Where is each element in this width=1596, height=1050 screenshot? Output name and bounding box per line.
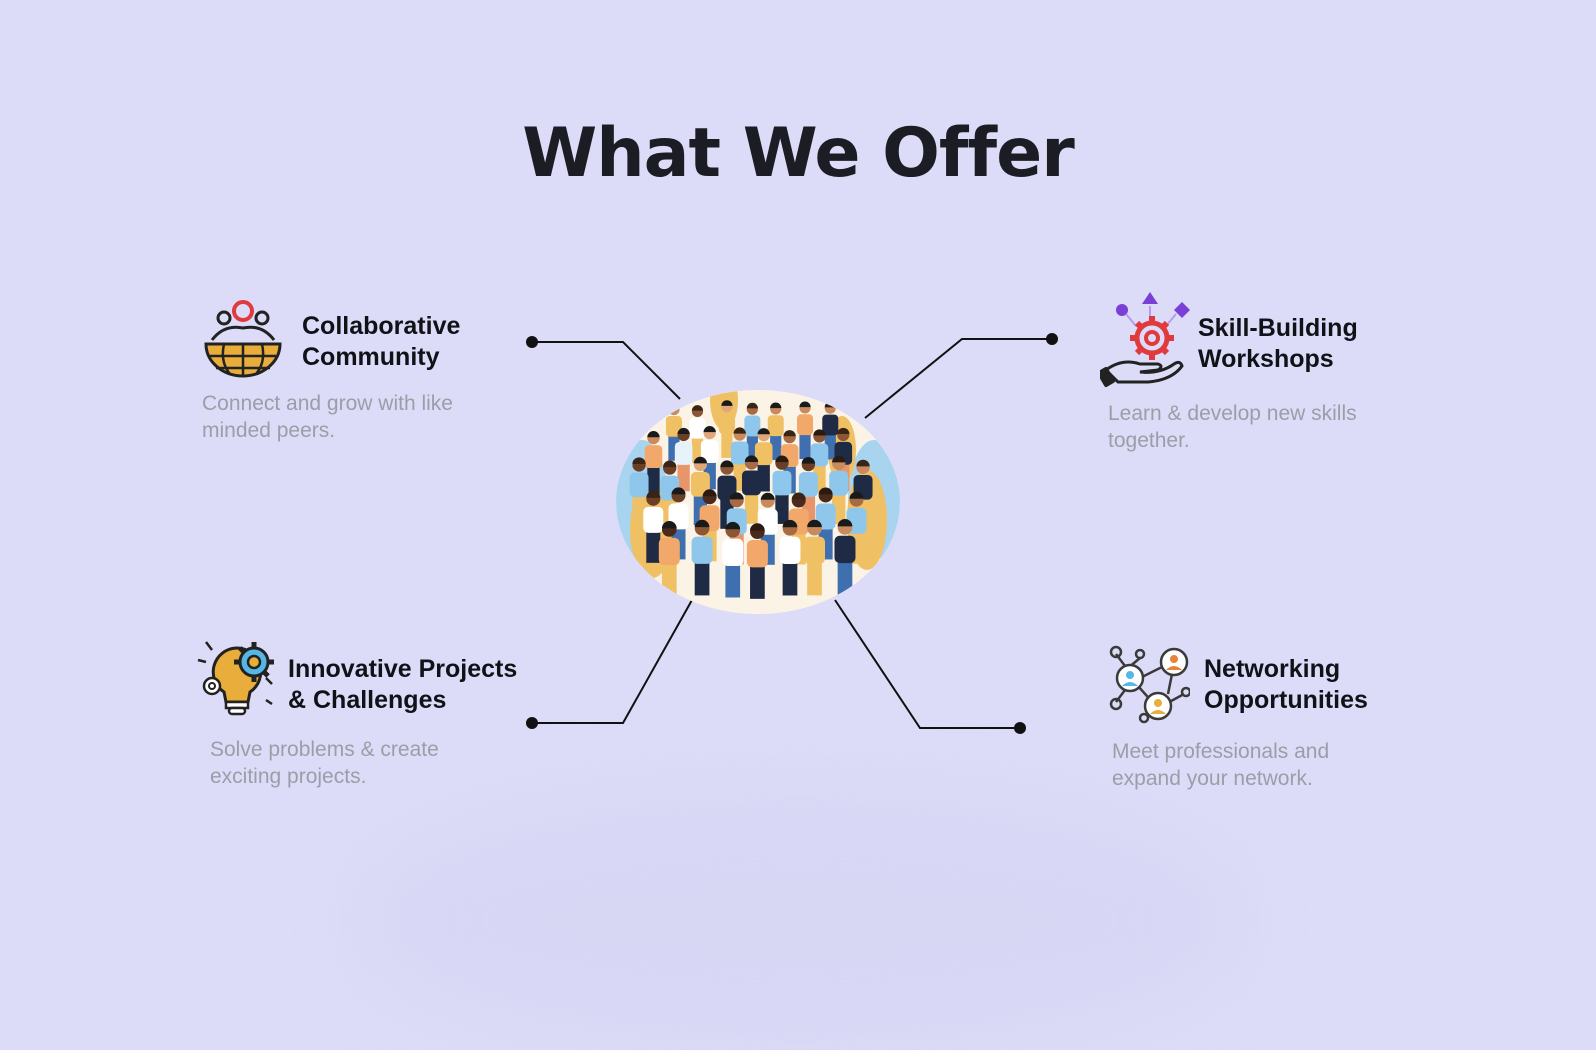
- crowd-person: [689, 405, 706, 463]
- crowd-person: [744, 402, 761, 461]
- crowd-person: [798, 456, 818, 526]
- crowd-person: [700, 426, 719, 490]
- crowd-illustration: [616, 390, 900, 614]
- crowd-person: [829, 455, 849, 525]
- crowd-person: [779, 519, 801, 596]
- crowd-person: [834, 518, 856, 595]
- feature-title-community: Collaborative Community: [302, 312, 461, 371]
- feature-title-workshops: Skill-Building Workshops: [1198, 314, 1358, 373]
- crowd-person: [722, 521, 744, 598]
- connector-line-bottom-left: [532, 599, 693, 724]
- crowd-person: [718, 400, 735, 458]
- crowd-person: [815, 487, 836, 560]
- crowd-person: [772, 455, 792, 524]
- connector-dot-bottom-right: [1014, 722, 1026, 734]
- connector-line-top-left: [532, 341, 681, 400]
- crowd-person: [699, 489, 720, 562]
- feature-title-networking: Networking Opportunities: [1204, 655, 1368, 714]
- connector-dot-bottom-left: [526, 717, 538, 729]
- feature-description-networking: Meet professionals and expand your netwo…: [1112, 740, 1330, 790]
- bulb-gears-icon: [197, 641, 274, 716]
- crowd-person: [691, 519, 713, 596]
- connector-dot-top-left: [526, 336, 538, 348]
- crowd-person: [674, 427, 693, 492]
- connector-lines: [526, 333, 1058, 734]
- hand-gear-icon: [1100, 292, 1190, 388]
- feature-description-community: Connect and grow with like minded peers.: [202, 392, 453, 442]
- feature-description-projects: Solve problems & create exciting project…: [210, 738, 439, 788]
- crowd-person: [746, 523, 768, 599]
- page-title: What We Offer: [522, 113, 1075, 193]
- connector-line-top-right: [864, 338, 1052, 419]
- crowd-person: [767, 402, 784, 461]
- crowd-person: [797, 401, 814, 460]
- feature-description-workshops: Learn & develop new skills together.: [1108, 402, 1357, 452]
- crowd-person: [643, 490, 664, 563]
- community-globe-icon: [204, 300, 282, 378]
- feature-title-projects: Innovative Projects & Challenges: [288, 655, 518, 714]
- crowd-person: [629, 457, 649, 526]
- crowd-person: [741, 455, 761, 524]
- connector-dot-top-right: [1046, 333, 1058, 345]
- network-people-icon: [1109, 645, 1190, 724]
- crowd-person: [804, 519, 826, 596]
- crowd-person: [644, 431, 663, 495]
- connector-line-bottom-right: [834, 599, 1020, 729]
